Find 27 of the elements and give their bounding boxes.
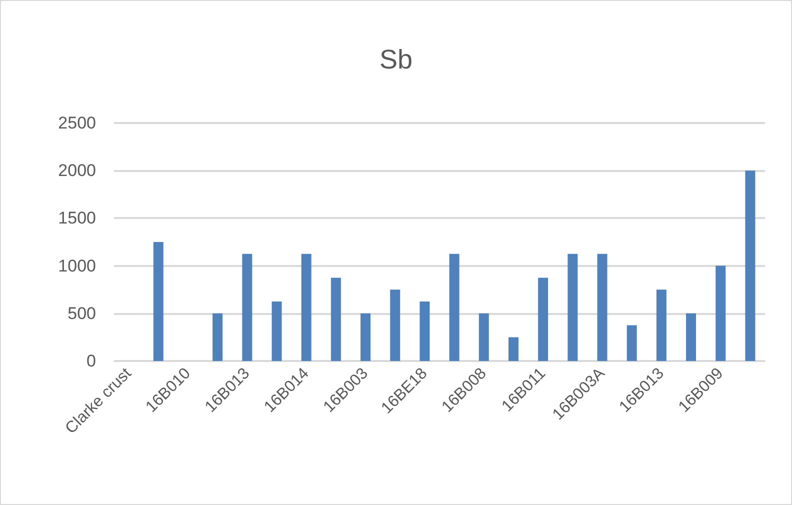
- bar: [716, 266, 726, 361]
- bar: [272, 302, 282, 361]
- bar: [153, 242, 164, 361]
- bar: [301, 254, 312, 361]
- chart-title: Sb: [379, 44, 413, 74]
- bar: [390, 290, 400, 361]
- y-tick-label: 500: [68, 304, 96, 323]
- bar: [212, 313, 223, 361]
- y-tick-label: 0: [86, 352, 96, 370]
- bar: [656, 290, 666, 361]
- bar: [242, 254, 252, 361]
- bar: [686, 313, 696, 361]
- bar: [449, 254, 460, 361]
- y-tick-label: 2500: [58, 114, 96, 132]
- bar: [508, 337, 518, 361]
- y-tick-label: 1500: [58, 208, 96, 228]
- bar: [330, 278, 341, 361]
- bar: [478, 313, 489, 361]
- bar: [360, 313, 371, 361]
- bar: [538, 278, 548, 361]
- y-tick-label: 1000: [58, 256, 96, 276]
- bar: [568, 254, 578, 361]
- bar: [420, 302, 430, 361]
- y-tick-label: 2000: [58, 161, 96, 180]
- bar: [597, 254, 608, 361]
- bar: [745, 170, 756, 361]
- bar: [626, 325, 637, 361]
